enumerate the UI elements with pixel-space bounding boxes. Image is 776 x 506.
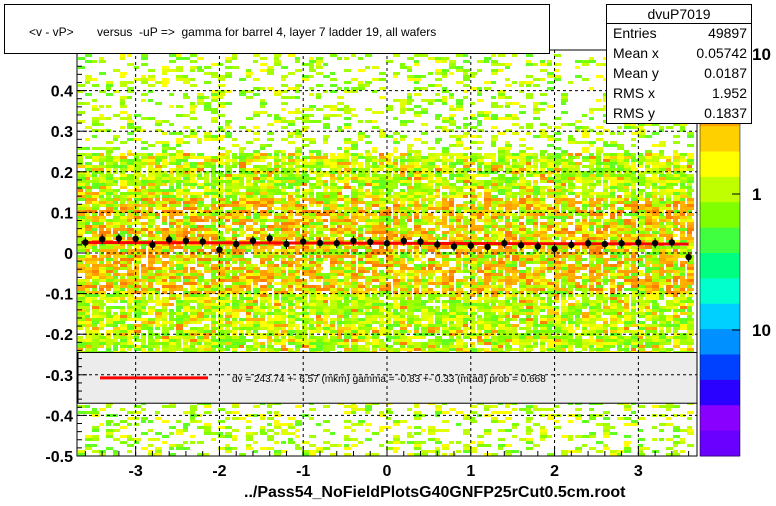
stats-value: 0.1837	[704, 105, 747, 121]
palette-swatch	[700, 176, 740, 203]
profile-point	[584, 240, 592, 247]
profile-point	[132, 235, 139, 242]
plot-title: <v - vP> versus -uP => gamma for barrel …	[29, 25, 437, 39]
color-scale-label: 10	[752, 45, 771, 64]
stats-value: 49897	[708, 25, 747, 41]
stats-row-rms-y: RMS y 0.1837	[613, 104, 747, 123]
stats-label: Entries	[613, 25, 657, 41]
title-box: <v - vP> versus -uP => gamma for barrel …	[4, 4, 550, 54]
y-tick-label: 0.2	[51, 165, 73, 182]
profile-point	[367, 238, 374, 246]
palette-swatch	[700, 303, 740, 330]
y-tick-label: -0.1	[45, 287, 73, 304]
y-tick-label: 0	[64, 246, 73, 263]
palette-swatch	[700, 227, 740, 254]
palette-swatch	[700, 329, 740, 355]
y-tick-label: 0.3	[51, 124, 73, 141]
profile-point	[316, 239, 324, 247]
profile-point	[182, 237, 190, 245]
stats-label: Mean x	[613, 45, 659, 61]
profile-point	[249, 237, 257, 245]
profile-point	[618, 240, 625, 247]
profile-point	[668, 239, 676, 246]
y-tick-label: 0.4	[51, 84, 73, 101]
profile-point	[551, 245, 558, 253]
color-scale-label: 1	[752, 185, 761, 204]
axes: -3 -2 -1 0 1 2 3 0.4 0.3 0.2 0.1 0 -0.1 -0.2 -0.3 -0.4 -…	[45, 65, 690, 480]
profile-point	[300, 238, 307, 245]
profile-point	[350, 237, 357, 245]
y-tick-label: -0.2	[45, 327, 73, 344]
profile-point	[199, 238, 206, 245]
x-tick-label: 3	[634, 463, 643, 480]
profile-point	[434, 241, 441, 248]
palette-swatch	[700, 202, 740, 229]
y-tick-label: -0.3	[45, 368, 73, 385]
stats-label: RMS y	[613, 105, 655, 121]
profile-point	[534, 243, 542, 250]
file-path-footer: ../Pass54_NoFieldPlotsG40GNFP25rCut0.5cm…	[244, 484, 626, 501]
profile-point	[685, 253, 692, 261]
palette-swatch	[700, 253, 740, 279]
stats-name: dvuP7019	[607, 5, 751, 24]
profile-point	[467, 242, 474, 249]
grid-lines	[77, 50, 697, 457]
color-scale-label: 10	[752, 321, 771, 340]
profile-point	[450, 243, 458, 250]
x-tick-label: -2	[212, 463, 226, 480]
profile-point	[501, 240, 508, 247]
profile-point	[165, 236, 173, 243]
stats-label: Mean y	[613, 65, 659, 81]
profile-point	[651, 240, 659, 247]
stats-row-entries: Entries 49897	[613, 24, 747, 43]
y-tick-label: -0.5	[45, 449, 73, 466]
palette-swatch	[700, 151, 740, 178]
stats-row-mean-y: Mean y 0.0187	[613, 64, 747, 83]
x-tick-label: 0	[383, 463, 392, 480]
profile-points	[82, 233, 692, 263]
profile-point	[283, 240, 290, 248]
palette-swatch	[700, 405, 740, 432]
palette-swatch	[700, 354, 740, 381]
profile-point	[383, 240, 391, 247]
profile-point	[517, 242, 525, 249]
stats-value: 1.952	[711, 85, 747, 101]
profile-point	[115, 235, 123, 242]
fit-result-text: dv = 243.74 +- 6.57 (mkm) gamma = -0.83 …	[232, 374, 546, 385]
profile-point	[149, 241, 156, 249]
profile-point	[82, 239, 89, 246]
x-tick-label: 1	[466, 463, 475, 480]
palette-swatch	[700, 278, 740, 305]
profile-point	[98, 235, 106, 243]
profile-point	[635, 239, 642, 246]
palette-swatch	[700, 430, 740, 457]
stats-value: 0.05742	[696, 45, 747, 61]
x-tick-label: 2	[550, 463, 559, 480]
stats-row-mean-x: Mean x 0.05742	[613, 44, 747, 63]
profile-point	[484, 243, 491, 251]
profile-point	[568, 241, 575, 249]
x-tick-label: -1	[296, 463, 310, 480]
profile-point	[400, 237, 407, 245]
profile-point	[601, 240, 609, 248]
palette-swatch	[700, 379, 740, 406]
profile-point	[232, 240, 240, 248]
x-tick-label: -3	[129, 463, 143, 480]
y-tick-label: -0.4	[45, 408, 73, 425]
palette-swatch	[700, 126, 740, 152]
stats-value: 0.0187	[704, 65, 747, 81]
stats-label: RMS x	[613, 85, 655, 101]
profile-point	[266, 235, 273, 242]
stats-box: dvuP7019 Entries 49897 Mean x 0.05742 Me…	[606, 4, 752, 124]
y-tick-label: 0.1	[51, 205, 73, 222]
profile-point	[417, 238, 424, 245]
profile-point	[216, 246, 223, 253]
profile-point	[333, 240, 340, 247]
stats-row-rms-x: RMS x 1.952	[613, 84, 747, 103]
